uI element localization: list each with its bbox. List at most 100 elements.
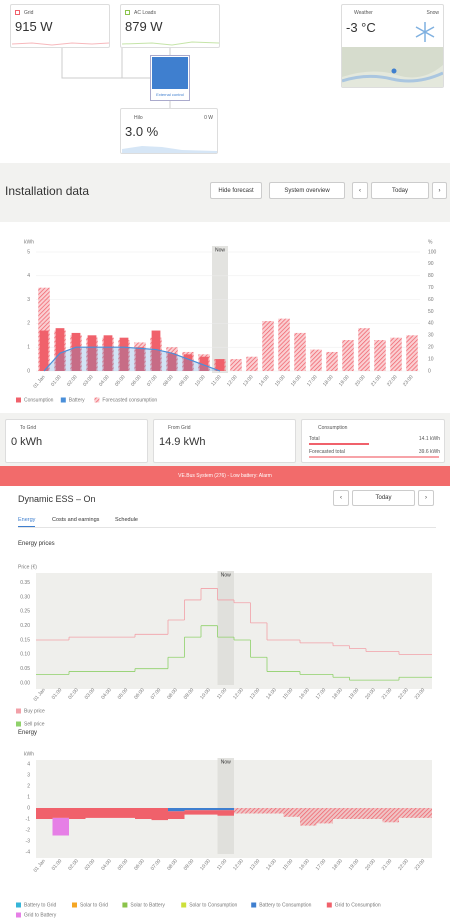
legend-swatch	[16, 721, 21, 727]
x-tick-label: 05:00	[117, 858, 130, 872]
bar	[262, 321, 274, 371]
x-tick-label: 20:00	[364, 858, 377, 872]
legend-swatch	[60, 397, 66, 403]
x-tick-label: 11:00	[216, 687, 229, 700]
bar	[283, 808, 300, 817]
x-tick-label: 04:00	[100, 687, 113, 701]
x-tick-label: 07:00	[146, 374, 159, 388]
y2-tick-label: 40	[428, 321, 434, 327]
x-tick-label: 16:00	[298, 858, 311, 872]
ac-loads-icon	[125, 10, 130, 15]
now-label: Now	[221, 572, 231, 578]
tab-costs[interactable]: Costs and earnings	[52, 517, 100, 523]
x-tick-label: 18:00	[331, 687, 344, 701]
x-tick-label: 03:00	[84, 858, 97, 872]
x-tick-label: 01:00	[51, 858, 64, 872]
x-tick-label: 02:00	[66, 374, 79, 388]
y-axis-label: kWh	[24, 751, 34, 757]
bar	[390, 337, 402, 371]
x-tick-label: 22:00	[397, 858, 410, 872]
tab-energy[interactable]: Energy	[18, 517, 36, 527]
y-tick-label: 4	[27, 273, 30, 279]
ac-loads-card[interactable]: AC Loads 879 W	[120, 4, 220, 48]
y2-tick-label: 50	[428, 309, 434, 315]
bar	[415, 808, 432, 818]
x-tick-label: 01 Jan	[33, 858, 47, 874]
x-tick-label: 18:00	[331, 858, 344, 872]
bar	[310, 349, 322, 371]
y-tick-label: -2	[26, 827, 31, 833]
bar	[278, 318, 290, 371]
system-overview-select[interactable]: System overview	[269, 182, 345, 199]
bar	[358, 328, 370, 371]
dess-next[interactable]: ›	[418, 490, 434, 506]
dess-prev[interactable]: ‹	[333, 490, 349, 506]
bar	[230, 359, 242, 371]
x-tick-label: 23:00	[414, 687, 427, 701]
grid-card[interactable]: Grid 915 W	[10, 4, 110, 48]
alarm-banner[interactable]: VE.Bus System (276) - Low battery: Alarm	[0, 466, 450, 486]
battery-line	[43, 346, 221, 372]
tab-schedule[interactable]: Schedule	[115, 517, 138, 523]
y-tick-label: 0	[27, 805, 30, 811]
x-tick-label: 15:00	[282, 858, 295, 872]
y2-tick-label: 70	[428, 285, 434, 291]
forecast-value: 39.6 kWh	[418, 449, 440, 455]
y-tick-label: 4	[27, 761, 30, 767]
x-tick-label: 08:00	[166, 858, 179, 872]
x-tick-label: 15:00	[282, 687, 295, 701]
x-tick-label: 12:00	[226, 374, 239, 388]
dess-title: Dynamic ESS – On	[18, 494, 96, 504]
forecast-bar	[309, 456, 439, 458]
legend-swatch	[16, 902, 21, 908]
hide-forecast-button[interactable]: Hide forecast	[210, 182, 262, 199]
from-grid-label: From Grid	[168, 425, 191, 431]
x-tick-label: 23:00	[402, 374, 415, 388]
bar	[250, 808, 267, 814]
battery-card[interactable]: Hilo 0 W 3.0 %	[120, 108, 218, 154]
y-tick-label: 0	[27, 368, 30, 374]
x-tick-label: 22:00	[397, 687, 410, 701]
y2-tick-label: 100	[428, 249, 437, 255]
bar	[151, 808, 168, 821]
legend-swatch	[326, 902, 332, 908]
x-tick-label: 02:00	[67, 858, 80, 872]
inverter-card[interactable]: External control	[150, 55, 190, 101]
prev-button[interactable]: ‹	[352, 182, 368, 199]
bar	[374, 340, 386, 371]
weather-condition: Snow	[426, 10, 439, 16]
x-tick-label: 09:00	[178, 374, 191, 388]
x-tick-label: 02:00	[67, 687, 80, 701]
next-button[interactable]: ›	[432, 182, 447, 199]
bar	[316, 808, 333, 824]
flow-lines	[61, 48, 171, 108]
weather-card[interactable]: Weather Snow -3 °C	[341, 4, 444, 88]
bar	[366, 808, 383, 819]
x-tick-label: 13:00	[249, 687, 262, 701]
bar	[135, 808, 152, 819]
bar	[201, 808, 218, 811]
now-band	[212, 246, 228, 373]
bar	[87, 335, 97, 371]
x-tick-label: 10:00	[199, 687, 212, 701]
x-tick-label: 08:00	[162, 374, 175, 388]
to-grid-value: 0 kWh	[11, 436, 43, 448]
bar	[234, 808, 251, 814]
bar	[119, 337, 129, 371]
x-tick-label: 10:00	[199, 858, 212, 872]
today-button[interactable]: Today	[371, 182, 429, 199]
x-tick-label: 05:00	[114, 374, 127, 388]
bar	[215, 359, 225, 371]
legend-label: Grid to Consumption	[335, 902, 381, 908]
bar	[246, 356, 258, 371]
bar	[85, 808, 102, 818]
dess-today[interactable]: Today	[352, 490, 415, 506]
ac-loads-label: AC Loads	[134, 10, 156, 16]
y-tick-label: 0.00	[20, 680, 30, 686]
x-tick-label: 16:00	[290, 374, 303, 388]
price-chart: Now 0.00 0.05 0.10 0.15 0.20 0.25 0.30 0.35 Price…	[16, 564, 432, 727]
overview: Grid 915 W AC Loads 879 W Weather Snow -…	[0, 0, 450, 163]
x-tick-label: 22:00	[386, 374, 399, 388]
